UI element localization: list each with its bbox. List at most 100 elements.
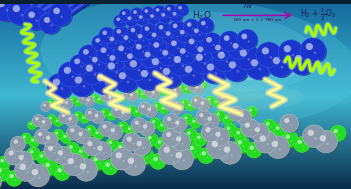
Circle shape [114, 27, 130, 43]
Circle shape [80, 46, 100, 66]
Circle shape [262, 47, 269, 54]
Circle shape [164, 114, 179, 129]
Circle shape [116, 62, 118, 64]
Circle shape [213, 100, 222, 108]
Circle shape [112, 116, 113, 117]
Circle shape [239, 50, 241, 52]
Circle shape [92, 95, 99, 102]
Circle shape [155, 124, 157, 125]
Circle shape [115, 152, 122, 159]
Circle shape [215, 45, 221, 50]
Circle shape [112, 149, 134, 171]
Circle shape [6, 148, 24, 166]
Circle shape [160, 11, 172, 24]
Circle shape [93, 112, 105, 124]
Circle shape [201, 140, 203, 141]
Circle shape [172, 49, 178, 55]
Circle shape [53, 102, 60, 109]
Circle shape [31, 139, 34, 142]
Circle shape [194, 151, 196, 153]
Circle shape [61, 15, 63, 18]
Circle shape [87, 141, 93, 146]
Circle shape [139, 121, 155, 136]
Circle shape [122, 89, 133, 99]
Circle shape [69, 54, 91, 75]
Circle shape [333, 129, 338, 133]
Circle shape [245, 123, 250, 128]
Circle shape [58, 150, 63, 155]
Circle shape [0, 157, 11, 170]
Circle shape [178, 109, 179, 110]
Circle shape [161, 106, 169, 114]
Circle shape [89, 54, 109, 74]
Circle shape [224, 35, 230, 41]
Circle shape [171, 10, 184, 23]
Circle shape [14, 151, 33, 170]
Circle shape [212, 122, 214, 123]
Circle shape [225, 116, 228, 119]
Ellipse shape [45, 70, 305, 112]
Circle shape [98, 98, 100, 100]
Circle shape [127, 158, 134, 164]
Circle shape [90, 154, 106, 170]
Circle shape [21, 134, 32, 144]
Circle shape [280, 131, 281, 132]
Circle shape [158, 88, 160, 90]
Circle shape [78, 132, 82, 136]
Circle shape [105, 83, 107, 85]
Circle shape [97, 97, 104, 104]
Circle shape [171, 11, 172, 13]
Circle shape [141, 53, 149, 60]
Circle shape [230, 42, 232, 44]
Circle shape [272, 141, 278, 147]
Circle shape [155, 104, 158, 107]
Circle shape [53, 79, 60, 86]
Circle shape [287, 68, 290, 71]
Circle shape [118, 108, 131, 121]
Circle shape [167, 101, 171, 105]
Circle shape [231, 154, 233, 156]
Circle shape [86, 126, 97, 136]
Circle shape [188, 120, 189, 121]
Circle shape [267, 52, 293, 77]
Circle shape [111, 128, 115, 132]
Circle shape [186, 143, 202, 158]
Circle shape [134, 165, 137, 168]
Circle shape [34, 129, 50, 144]
Circle shape [67, 143, 80, 156]
Circle shape [187, 90, 188, 91]
Circle shape [127, 24, 144, 41]
Circle shape [229, 61, 236, 68]
Circle shape [100, 29, 116, 44]
Circle shape [88, 128, 91, 131]
Circle shape [79, 94, 89, 104]
Circle shape [173, 12, 176, 16]
Circle shape [59, 135, 60, 136]
Circle shape [96, 43, 117, 63]
Circle shape [64, 100, 73, 109]
Circle shape [135, 32, 151, 47]
Circle shape [190, 118, 201, 128]
Circle shape [166, 85, 176, 94]
Circle shape [141, 70, 148, 77]
Circle shape [233, 43, 238, 49]
Circle shape [150, 118, 160, 129]
Circle shape [50, 5, 73, 27]
Circle shape [161, 57, 175, 70]
Circle shape [36, 130, 51, 145]
Circle shape [254, 127, 260, 132]
Circle shape [32, 126, 33, 127]
Circle shape [49, 75, 74, 100]
Circle shape [200, 81, 207, 89]
Circle shape [294, 136, 310, 152]
Circle shape [125, 14, 138, 27]
Circle shape [158, 140, 161, 144]
Circle shape [225, 58, 250, 82]
Circle shape [219, 149, 221, 151]
Circle shape [235, 129, 247, 142]
Circle shape [216, 48, 218, 50]
Circle shape [170, 53, 195, 77]
Circle shape [266, 136, 290, 159]
Circle shape [252, 125, 270, 142]
Circle shape [93, 157, 98, 161]
